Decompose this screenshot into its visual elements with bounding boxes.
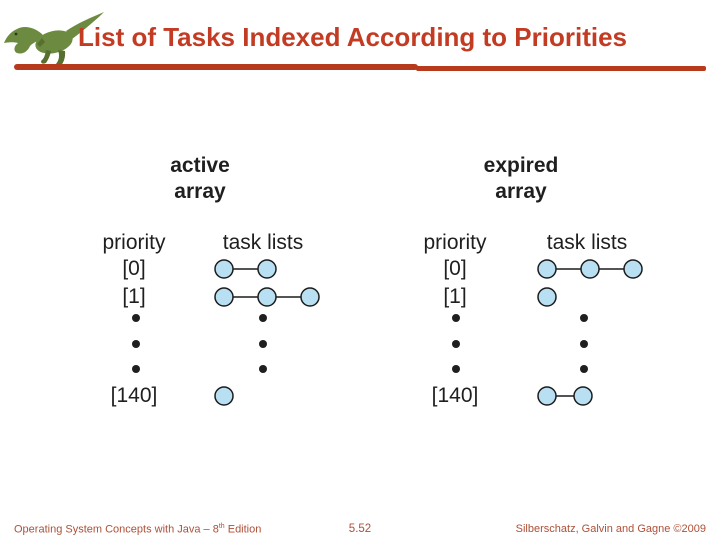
footer-edition-superscript: th [218, 523, 225, 530]
footer-book-title: Operating System Concepts with Java – 8t… [14, 523, 261, 536]
task-node [257, 287, 277, 307]
expired-priority-140-label: [140] [431, 384, 479, 407]
footer-authors: Silberschatz, Galvin and Gagne ©2009 [515, 523, 706, 535]
ellipsis-dot [452, 314, 460, 322]
task-node [257, 259, 277, 279]
dinosaur-arm [37, 38, 45, 47]
dinosaur-hind-leg [54, 50, 66, 69]
task-node [623, 259, 643, 279]
active-array-title: active array [140, 153, 260, 205]
ellipsis-dot [580, 365, 588, 373]
ellipsis-dot [259, 365, 267, 373]
task-node [537, 287, 557, 307]
ellipsis-dot [452, 365, 460, 373]
expired-task-lists-header: task lists [546, 231, 628, 254]
expired-priority-1-label: [1] [443, 285, 467, 308]
dinosaur-front-leg [41, 50, 51, 64]
dinosaur-body [35, 30, 73, 54]
title-underline-right [416, 66, 706, 71]
expired-priority-header: priority [423, 231, 487, 254]
ellipsis-dot [132, 340, 140, 348]
dinosaur-eye [14, 32, 18, 36]
footer-edition-text: Edition [224, 523, 262, 536]
dinosaur-tail [66, 12, 104, 39]
ellipsis-dot [132, 365, 140, 373]
expired-array-title-line2: array [495, 180, 547, 203]
expired-array-title: expired array [461, 153, 581, 205]
active-array-title-line1: active [170, 154, 230, 177]
task-node [214, 259, 234, 279]
ellipsis-dot [259, 314, 267, 322]
ellipsis-dot [132, 314, 140, 322]
active-priority-140-label: [140] [110, 384, 158, 407]
task-node [214, 287, 234, 307]
active-task-lists-header: task lists [222, 231, 304, 254]
task-node [537, 259, 557, 279]
expired-array-title-line1: expired [483, 154, 559, 177]
footer-book-title-text: Operating System Concepts with Java – 8 [14, 523, 219, 536]
expired-priority-0-label: [0] [443, 257, 467, 280]
title-underline-left [14, 64, 418, 70]
task-node [573, 386, 593, 406]
page-title: List of Tasks Indexed According to Prior… [78, 22, 627, 52]
task-node [214, 386, 234, 406]
ellipsis-dot [452, 340, 460, 348]
ellipsis-dot [580, 340, 588, 348]
active-priority-1-label: [1] [122, 285, 146, 308]
slide-number: 5.52 [348, 523, 372, 535]
ellipsis-dot [580, 314, 588, 322]
task-node [537, 386, 557, 406]
task-node [580, 259, 600, 279]
ellipsis-dot [259, 340, 267, 348]
dinosaur-logo-icon [4, 12, 104, 69]
task-node [300, 287, 320, 307]
active-array-title-line2: array [174, 180, 226, 203]
active-priority-0-label: [0] [122, 257, 146, 280]
active-priority-header: priority [102, 231, 166, 254]
dinosaur-head [4, 26, 46, 54]
